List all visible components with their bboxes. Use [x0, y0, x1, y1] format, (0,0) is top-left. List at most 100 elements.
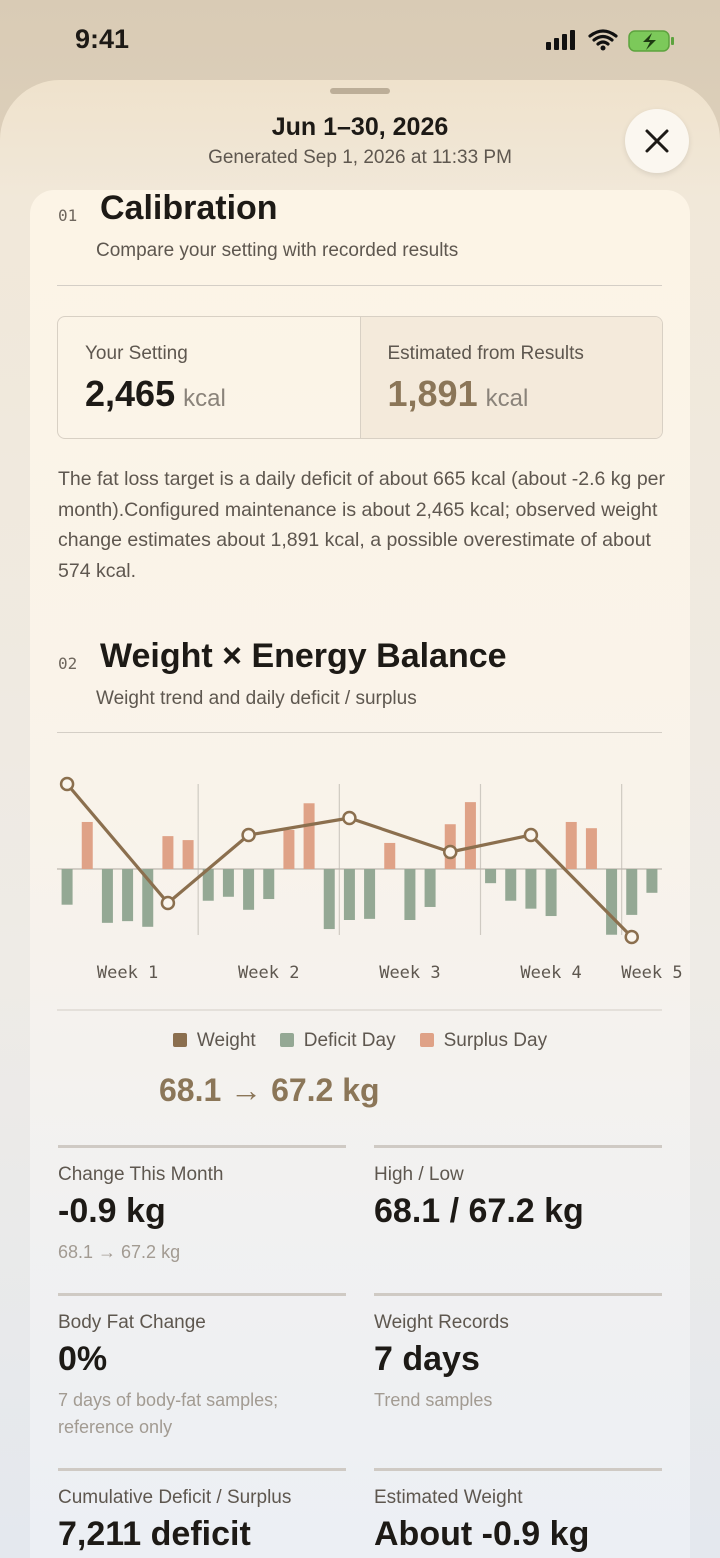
stat-label: Body Fat Change	[58, 1312, 206, 1333]
stat-value: 7,211 deficit	[58, 1515, 251, 1553]
section-subtitle: Compare your setting with recorded resul…	[96, 240, 459, 261]
bar	[81, 821, 93, 869]
divider	[57, 285, 662, 286]
bar	[646, 869, 658, 893]
bar	[61, 869, 73, 905]
x-tick-label: Week 5	[621, 963, 682, 983]
bar	[222, 869, 234, 897]
divider	[57, 732, 662, 733]
stat-note: Trend samples	[374, 1390, 493, 1410]
weight-point	[523, 827, 539, 843]
legend-swatch	[279, 1033, 294, 1047]
bar	[565, 821, 577, 869]
bar	[626, 869, 638, 915]
stat-note: 68.1 → 67.2 kg	[58, 1242, 181, 1262]
bar	[182, 840, 194, 869]
unit: kcal	[183, 385, 226, 412]
legend-label: Surplus Day	[443, 1030, 548, 1051]
bar	[404, 869, 416, 920]
bar	[464, 802, 476, 869]
calibration-cards: Your Setting 2,465 kcal Estimated from Re…	[57, 316, 663, 439]
legend-label: Weight	[196, 1030, 256, 1051]
stat-label: Change This Month	[58, 1164, 224, 1185]
weight-point	[160, 895, 176, 911]
bar	[585, 828, 597, 869]
bar	[122, 869, 134, 922]
legend: Weight Deficit Day Surplus Day	[0, 1030, 720, 1052]
stat-note: 7 days of body-fat samples; reference on…	[58, 1390, 279, 1437]
close-button[interactable]	[625, 109, 689, 173]
chart: Week 1 Week 2 Week 3 Week 4 Week 5	[57, 776, 683, 1011]
stat-value: -0.9 kg	[58, 1192, 166, 1230]
weight-point	[59, 776, 75, 792]
status-icons	[546, 29, 674, 52]
bar	[545, 869, 557, 917]
x-tick-label: Week 4	[520, 963, 581, 983]
bar	[202, 869, 214, 901]
stat-label: Cumulative Deficit / Surplus	[58, 1487, 292, 1508]
stat-value: 68.1 / 67.2 kg	[374, 1192, 584, 1230]
sheet-title: Jun 1–30, 2026	[271, 113, 449, 141]
estimate-card: Estimated from Results 1,891 kcal	[359, 317, 662, 438]
section-title: Weight × Energy Balance	[100, 637, 507, 675]
bar	[424, 869, 436, 907]
legend-item: Weight	[172, 1030, 256, 1052]
weight-point	[342, 810, 357, 826]
stat: Cumulative Deficit / Surplus 7,211 defici…	[58, 1468, 346, 1554]
legend-item: Surplus Day	[419, 1030, 548, 1052]
stat-label: High / Low	[374, 1164, 464, 1185]
bar	[263, 869, 275, 900]
stat-value: About -0.9 kg	[374, 1515, 590, 1553]
close-icon	[645, 129, 669, 153]
weight-point	[443, 844, 458, 860]
stat: Weight Records 7 days Trend samples	[374, 1293, 662, 1414]
stat-label: Weight Records	[374, 1312, 509, 1333]
status-time: 9:41	[75, 24, 130, 54]
stat-value: 0%	[58, 1340, 108, 1378]
bar	[101, 869, 113, 923]
bar	[303, 803, 315, 869]
bar	[384, 842, 396, 869]
x-tick-label: Week 3	[379, 963, 440, 983]
bar	[485, 869, 497, 884]
weight-summary: 68.1 → 67.2 kg	[159, 1072, 380, 1108]
weight-point	[624, 929, 639, 945]
bar	[243, 869, 255, 910]
bar	[606, 869, 618, 935]
card-label: Estimated from Results	[387, 343, 584, 364]
stat-value: 7 days	[374, 1340, 480, 1378]
legend-label: Deficit Day	[303, 1030, 396, 1051]
value: 2,465	[85, 373, 176, 414]
section-title: Calibration	[100, 189, 278, 227]
x-tick-label: Week 1	[97, 963, 158, 983]
bar	[283, 829, 295, 869]
value: 1,891	[387, 373, 478, 414]
sheet-subtitle: Generated Sep 1, 2026 at 11:33 PM	[208, 147, 512, 168]
stat: High / Low 68.1 / 67.2 kg	[374, 1145, 662, 1231]
setting-card: Your Setting 2,465 kcal	[58, 317, 360, 438]
stat: Estimated Weight About -0.9 kg	[374, 1468, 662, 1554]
bar	[323, 869, 335, 930]
bar	[162, 836, 174, 869]
stat: Change This Month -0.9 kg 68.1 → 67.2 kg	[58, 1145, 346, 1266]
bar	[505, 869, 517, 901]
card-value: 1,891 kcal	[388, 373, 529, 415]
bar	[364, 869, 376, 919]
bar	[525, 869, 537, 909]
section-number: 01	[58, 206, 78, 225]
section-number: 02	[58, 654, 78, 673]
stat-label: Estimated Weight	[374, 1487, 523, 1508]
grabber[interactable]	[330, 88, 390, 94]
unit: kcal	[485, 385, 529, 412]
weight-point	[241, 827, 256, 843]
section-subtitle: Weight trend and daily deficit / surplus	[96, 688, 417, 709]
bar	[343, 869, 355, 920]
stat: Body Fat Change 0% 7 days of body-fat samp…	[58, 1293, 346, 1441]
bar	[142, 869, 154, 927]
legend-item: Deficit Day	[279, 1030, 396, 1052]
calibration-note: The fat loss target is a daily deficit o…	[58, 468, 666, 582]
card-value: 2,465 kcal	[85, 373, 226, 415]
card-label: Your Setting	[85, 343, 188, 364]
x-tick-label: Week 2	[238, 963, 299, 983]
